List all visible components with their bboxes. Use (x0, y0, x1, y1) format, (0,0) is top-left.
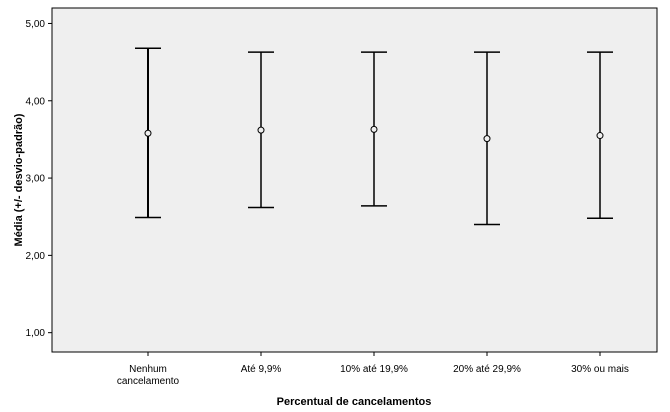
error-bars (135, 47, 613, 226)
y-tick-label: 1,00 (26, 328, 46, 339)
x-tick-label: 10% até 19,9% (340, 364, 408, 375)
y-tick-label: 5,00 (26, 19, 46, 30)
x-tick-label: cancelamento (117, 376, 180, 387)
x-tick-label: 30% ou mais (571, 364, 629, 375)
mean-marker (483, 135, 491, 143)
mean-marker (144, 129, 152, 137)
x-tick-label: 20% até 29,9% (453, 364, 521, 375)
x-tick-label: Até 9,9% (241, 364, 282, 375)
x-tick-label: Nenhum (129, 364, 167, 375)
y-tick-label: 4,00 (26, 96, 46, 107)
mean-marker (596, 132, 604, 140)
y-axis-title: Média (+/- desvio-padrão) (13, 113, 25, 246)
y-axis: 1,00 2,00 3,00 4,00 5,00 (26, 19, 52, 339)
plot-area (51, 7, 658, 353)
mean-marker (257, 126, 265, 134)
y-tick-label: 3,00 (26, 174, 46, 185)
x-axis-title: Percentual de cancelamentos (277, 396, 432, 408)
y-tick-label: 2,00 (26, 251, 46, 262)
mean-marker (370, 125, 378, 133)
